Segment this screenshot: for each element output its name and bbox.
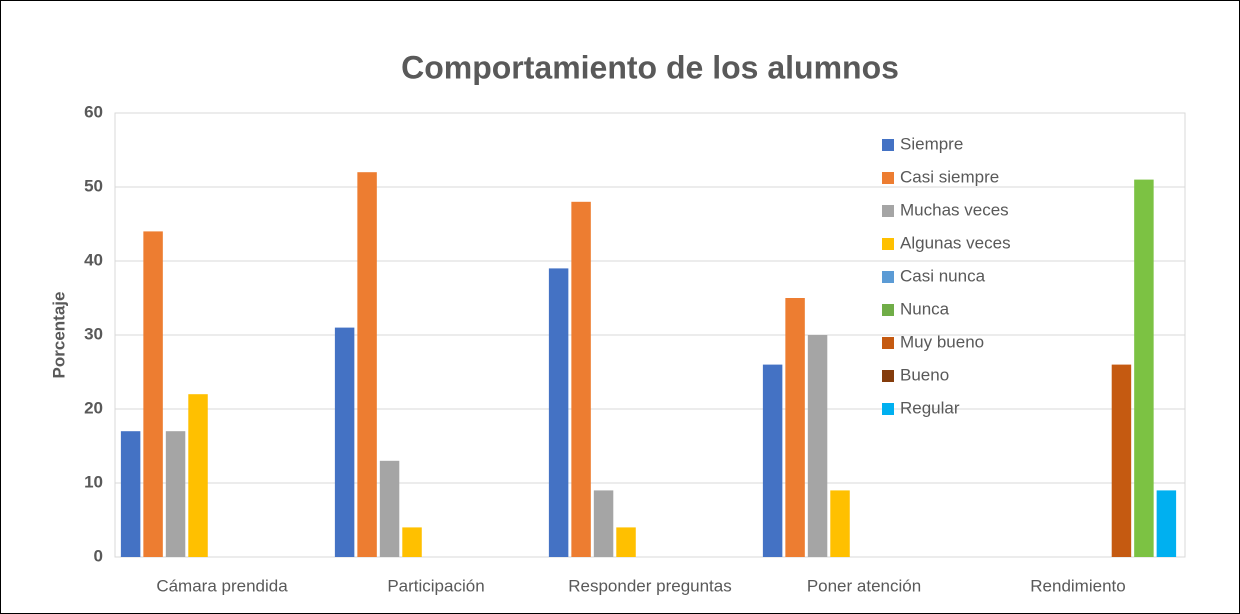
legend-swatch <box>882 238 894 250</box>
bar <box>143 231 163 557</box>
legend-label: Muchas veces <box>900 200 1009 219</box>
bar <box>785 298 805 557</box>
legend-label: Casi nunca <box>900 266 986 285</box>
y-tick-label: 60 <box>84 102 103 121</box>
legend-label: Siempre <box>900 134 963 153</box>
x-tick-label: Responder preguntas <box>568 576 732 595</box>
y-tick-label: 30 <box>84 324 103 343</box>
legend-swatch <box>882 139 894 151</box>
bar <box>334 327 355 557</box>
bar <box>188 394 208 557</box>
legend-swatch <box>882 172 894 184</box>
legend-label: Casi siempre <box>900 167 999 186</box>
legend-swatch <box>882 337 894 349</box>
legend-label: Nunca <box>900 299 950 318</box>
bar <box>1134 179 1154 557</box>
y-tick-label: 10 <box>84 472 103 491</box>
bar <box>571 201 591 558</box>
x-tick-label: Cámara prendida <box>156 576 288 595</box>
y-tick-label: 50 <box>84 176 103 195</box>
bar <box>593 490 614 557</box>
bar <box>165 431 186 557</box>
y-tick-label: 40 <box>84 250 103 269</box>
chart-title: Comportamiento de los alumnos <box>401 49 899 85</box>
legend-swatch <box>882 205 894 217</box>
bar <box>1156 490 1177 557</box>
bar <box>402 527 422 557</box>
legend-swatch <box>882 304 894 316</box>
legend-swatch <box>882 403 894 415</box>
legend-label: Regular <box>900 398 960 417</box>
bar <box>616 527 636 557</box>
x-tick-label: Rendimiento <box>1030 576 1125 595</box>
legend-label: Muy bueno <box>900 332 984 351</box>
legend-label: Bueno <box>900 365 949 384</box>
bar <box>548 268 569 557</box>
x-tick-label: Participación <box>387 576 484 595</box>
bar <box>830 490 850 557</box>
y-tick-label: 20 <box>84 398 103 417</box>
bar <box>357 172 377 557</box>
bar <box>807 335 828 557</box>
legend-swatch <box>882 271 894 283</box>
bar <box>762 364 783 557</box>
bar <box>379 460 400 557</box>
legend-label: Algunas veces <box>900 233 1011 252</box>
x-tick-label: Poner atención <box>807 576 921 595</box>
bar <box>1111 364 1132 557</box>
y-axis-label: Porcentaje <box>49 292 68 379</box>
legend-swatch <box>882 370 894 382</box>
bar <box>120 431 141 557</box>
y-tick-label: 0 <box>94 546 103 565</box>
